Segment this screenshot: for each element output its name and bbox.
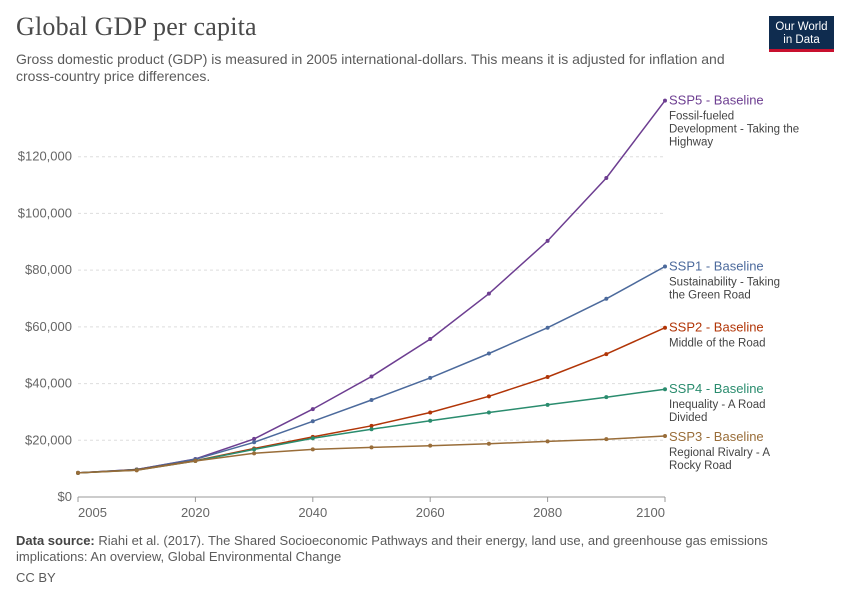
data-point[interactable] xyxy=(193,458,198,463)
series-lines xyxy=(76,98,667,475)
data-point[interactable] xyxy=(486,394,491,399)
data-point[interactable] xyxy=(428,375,433,380)
data-point[interactable] xyxy=(486,410,491,415)
data-point[interactable] xyxy=(604,437,609,442)
data-point[interactable] xyxy=(663,434,667,439)
data-point[interactable] xyxy=(428,443,433,448)
series-description: Development - Taking the xyxy=(669,124,799,136)
axes: $0 $20,000 $40,000 $60,000 $80,000 $100,000 $1… xyxy=(18,149,666,520)
data-point[interactable] xyxy=(545,238,550,243)
series-line[interactable] xyxy=(77,265,666,474)
series-description: Fossil-fueled xyxy=(669,111,734,123)
data-point[interactable] xyxy=(369,423,374,428)
data-point[interactable] xyxy=(310,419,315,424)
x-tick-label: 2005 xyxy=(78,505,107,520)
series-description: the Green Road xyxy=(669,289,751,301)
data-point[interactable] xyxy=(604,352,609,357)
data-point[interactable] xyxy=(369,374,374,379)
data-point[interactable] xyxy=(369,398,374,403)
data-point[interactable] xyxy=(252,447,257,452)
series-description: Sustainability - Taking xyxy=(669,276,780,288)
series-description: Highway xyxy=(669,137,713,149)
source-text: Riahi et al. (2017). The Shared Socioeco… xyxy=(16,533,768,564)
gridlines xyxy=(78,156,665,441)
data-point[interactable] xyxy=(369,445,374,450)
source-note: Data source: Riahi et al. (2017). The Sh… xyxy=(16,533,816,565)
series-description: Middle of the Road xyxy=(669,338,766,350)
data-point[interactable] xyxy=(545,375,550,380)
data-point[interactable] xyxy=(604,175,609,180)
y-tick-label: $0 xyxy=(58,489,72,504)
owid-logo[interactable]: Our World in Data xyxy=(769,16,834,52)
data-point[interactable] xyxy=(310,447,315,452)
series-description: Rocky Road xyxy=(669,460,732,472)
data-point[interactable] xyxy=(663,325,667,330)
data-point[interactable] xyxy=(604,296,609,301)
series-description: Regional Rivalry - A xyxy=(669,447,770,459)
logo-line-2: in Data xyxy=(783,34,820,46)
data-point[interactable] xyxy=(604,395,609,400)
data-point[interactable] xyxy=(663,387,667,392)
series-label[interactable]: SSP2 - Baseline xyxy=(669,320,764,335)
data-point[interactable] xyxy=(428,418,433,423)
license-link[interactable]: CC BY xyxy=(16,570,56,585)
x-tick-label: 2100 xyxy=(636,505,665,520)
data-point[interactable] xyxy=(663,98,667,103)
data-point[interactable] xyxy=(310,407,315,412)
data-point[interactable] xyxy=(545,439,550,444)
data-point[interactable] xyxy=(252,436,257,441)
x-tick-label: 2080 xyxy=(533,505,562,520)
data-point[interactable] xyxy=(486,441,491,446)
data-point[interactable] xyxy=(428,337,433,342)
series-label[interactable]: SSP3 - Baseline xyxy=(669,429,764,444)
source-label: Data source: xyxy=(16,533,95,548)
line-chart: $0 $20,000 $40,000 $60,000 $80,000 $100,000 $1… xyxy=(18,93,799,520)
x-tick-label: 2060 xyxy=(416,505,445,520)
data-point[interactable] xyxy=(663,264,667,269)
data-point[interactable] xyxy=(369,427,374,432)
data-point[interactable] xyxy=(486,291,491,296)
series-label[interactable]: SSP4 - Baseline xyxy=(669,381,764,396)
data-point[interactable] xyxy=(486,351,491,356)
data-point[interactable] xyxy=(76,470,80,475)
y-tick-label: $120,000 xyxy=(18,149,72,164)
y-tick-label: $20,000 xyxy=(25,432,72,447)
x-tick-label: 2040 xyxy=(298,505,327,520)
data-point[interactable] xyxy=(545,325,550,330)
series-description: Inequality - A Road xyxy=(669,399,766,411)
series-label[interactable]: SSP1 - Baseline xyxy=(669,258,764,273)
y-tick-label: $60,000 xyxy=(25,319,72,334)
y-tick-label: $40,000 xyxy=(25,376,72,391)
data-point[interactable] xyxy=(310,436,315,441)
series-line[interactable] xyxy=(77,435,666,474)
series-label[interactable]: SSP5 - Baseline xyxy=(669,93,764,108)
data-point[interactable] xyxy=(252,440,257,445)
data-point[interactable] xyxy=(252,451,257,456)
data-point[interactable] xyxy=(134,468,139,473)
chart-title: Global GDP per capita xyxy=(16,12,257,41)
series-description: Divided xyxy=(669,412,707,424)
series-labels: SSP5 - Baseline Fossil-fueledDevelopment … xyxy=(669,93,799,473)
x-tick-label: 2020 xyxy=(181,505,210,520)
data-point[interactable] xyxy=(545,402,550,407)
y-tick-label: $100,000 xyxy=(18,205,72,220)
logo-line-1: Our World xyxy=(775,21,828,33)
chart-subtitle: Gross domestic product (GDP) is measured… xyxy=(16,51,725,84)
y-tick-label: $80,000 xyxy=(25,262,72,277)
data-point[interactable] xyxy=(428,410,433,415)
